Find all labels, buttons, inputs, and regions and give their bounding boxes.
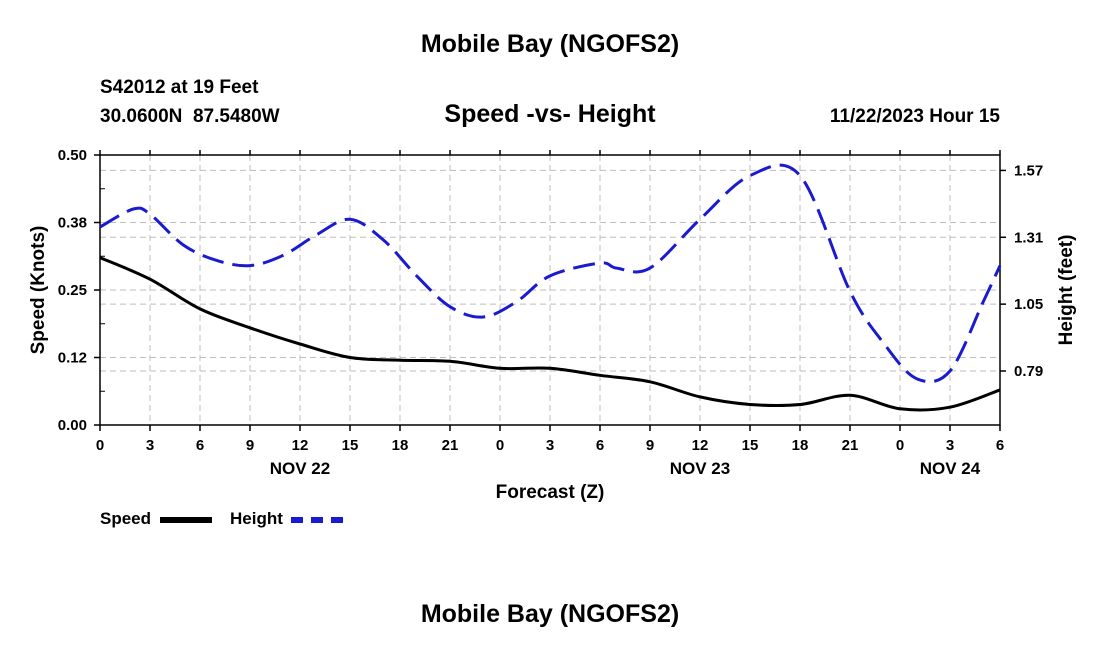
y-left-tick-label: 0.00 [58, 417, 87, 434]
x-tick-label: 3 [946, 437, 954, 454]
x-tick-label: 0 [896, 437, 904, 454]
speed-series-line [99, 256, 1001, 412]
y-left-tick-label: 0.12 [58, 350, 87, 367]
legend-speed-label: Speed [100, 509, 152, 528]
x-tick-label: 6 [996, 437, 1004, 454]
page-title: Mobile Bay (NGOFS2) [420, 30, 680, 58]
y-right-tick-label: 1.31 [1014, 229, 1043, 246]
axes: 0 3 6 9 12 15 18 21 0 3 6 9 12 15 18 21 0 3 6 NOV 22 NOV 23 N… [58, 147, 1043, 478]
x-tick-label: 12 [292, 437, 309, 454]
y-left-tick-label: 0.25 [58, 282, 87, 299]
chart-title: Speed -vs- Height [444, 100, 656, 128]
x-date-label: NOV 22 [270, 459, 330, 478]
valid-time: 11/22/2023 Hour 15 [829, 106, 1000, 127]
y-right-tick-label: 1.05 [1014, 296, 1043, 313]
x-tick-label: 6 [596, 437, 604, 454]
x-tick-label: 15 [742, 437, 759, 454]
x-tick-label: 9 [246, 437, 254, 454]
x-date-label: NOV 23 [670, 459, 730, 478]
x-tick-label: 9 [646, 437, 654, 454]
x-tick-label: 18 [792, 437, 809, 454]
x-axis-label: Forecast (Z) [495, 482, 605, 503]
x-tick-label: 0 [496, 437, 504, 454]
series [99, 163, 1002, 412]
x-tick-label: 18 [392, 437, 409, 454]
x-tick-label: 15 [342, 437, 359, 454]
footer-title: Mobile Bay (NGOFS2) [420, 600, 680, 628]
x-date-label: NOV 24 [920, 459, 981, 478]
y-right-tick-label: 0.79 [1014, 363, 1043, 380]
station-id: S42012 at 19 Feet [100, 77, 259, 98]
y-right-tick-label: 1.57 [1014, 162, 1043, 179]
y-left-tick-label: 0.50 [58, 147, 87, 164]
x-tick-label: 12 [692, 437, 709, 454]
legend-speed-swatch [160, 517, 212, 523]
legend-height-swatch [291, 517, 343, 523]
y-axis-label-left: Speed (Knots) [28, 226, 49, 355]
x-tick-label: 3 [546, 437, 554, 454]
x-tick-label: 21 [842, 437, 859, 454]
x-tick-label: 21 [442, 437, 459, 454]
x-tick-label: 6 [196, 437, 204, 454]
x-tick-label: 0 [96, 437, 104, 454]
station-coordinates: 30.0600N 87.5480W [100, 106, 280, 127]
legend-height-label: Height [230, 509, 283, 528]
height-series-line [99, 163, 1002, 384]
y-left-tick-label: 0.38 [58, 215, 87, 232]
y-axis-label-right: Height (feet) [1056, 235, 1077, 346]
x-tick-label: 3 [146, 437, 154, 454]
grid [100, 155, 1000, 425]
